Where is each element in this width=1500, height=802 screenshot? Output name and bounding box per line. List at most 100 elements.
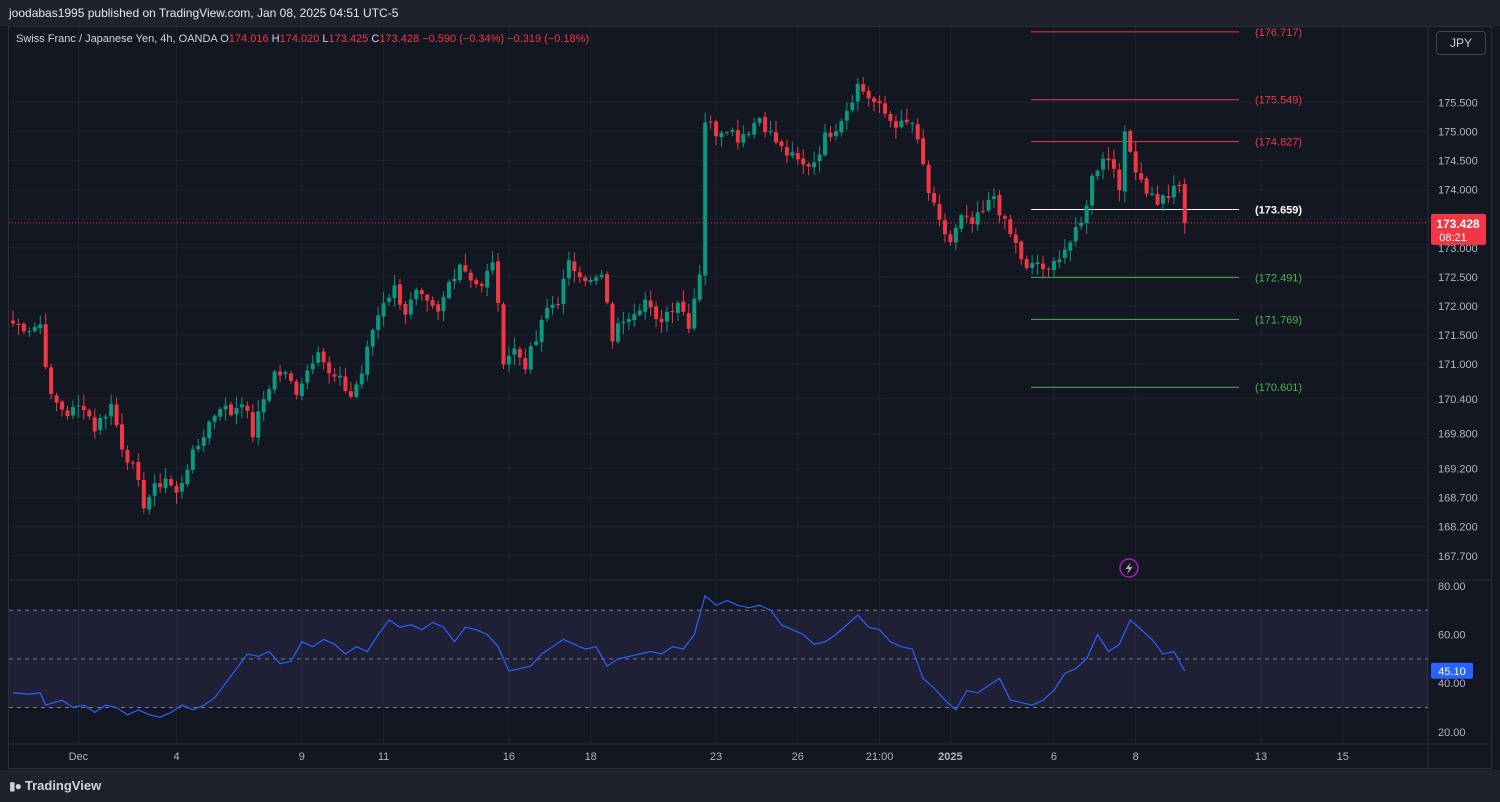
candle-body	[605, 274, 610, 303]
candle	[855, 77, 860, 112]
candle	[746, 131, 751, 138]
candle-body	[506, 355, 511, 365]
candle-body	[114, 404, 119, 426]
candle	[11, 310, 15, 327]
candle	[605, 271, 610, 305]
candle	[321, 347, 326, 370]
candle	[899, 109, 904, 129]
candle	[408, 292, 413, 320]
candle-body	[932, 193, 937, 203]
candle-body	[757, 118, 762, 123]
candle-body	[654, 306, 659, 319]
candle-body	[921, 138, 926, 165]
currency-button[interactable]: JPY	[1436, 31, 1486, 55]
candle	[223, 397, 228, 421]
candle	[1013, 227, 1018, 254]
candle-body	[60, 401, 65, 410]
lightning-icon-ring	[1119, 558, 1139, 578]
candle	[959, 213, 964, 233]
candle-body	[1166, 196, 1171, 198]
candle	[430, 296, 435, 310]
candle-body	[1171, 185, 1176, 198]
candle	[768, 120, 773, 136]
candle-body	[321, 351, 326, 363]
time-tick-label: 26	[792, 751, 804, 763]
candle	[1024, 255, 1029, 271]
candle-body	[686, 313, 691, 329]
close-label: C	[371, 33, 380, 45]
high-label: H	[271, 33, 280, 45]
candle	[190, 444, 195, 474]
candle	[185, 463, 190, 488]
level-label: (171.769)	[1255, 314, 1302, 326]
candle	[812, 151, 817, 175]
candle-body	[359, 373, 364, 385]
candle	[904, 108, 909, 126]
time-tick-label: 13	[1255, 751, 1267, 763]
candle	[343, 367, 348, 394]
candle-body	[218, 409, 223, 417]
candle-body	[1002, 216, 1007, 219]
candle	[594, 274, 599, 286]
candle	[801, 149, 806, 175]
candle	[648, 291, 653, 317]
high-value: 174.020	[279, 33, 320, 45]
candle	[158, 473, 163, 493]
tradingview-logo[interactable]: ▮● TradingView	[9, 778, 101, 793]
candle	[1046, 267, 1051, 277]
candle-body	[1046, 268, 1051, 270]
candle	[338, 366, 342, 386]
level-label: (174.827)	[1255, 137, 1302, 149]
candle-body	[774, 132, 778, 143]
candle	[365, 340, 370, 381]
footer-bar	[0, 770, 1500, 802]
lightning-icon-bolt	[1125, 562, 1133, 575]
candle-body	[1084, 205, 1089, 224]
lightning-icon[interactable]	[1119, 558, 1139, 578]
level-label: (176.717)	[1255, 27, 1302, 39]
candle-body	[621, 321, 626, 324]
candle	[937, 194, 942, 226]
candle	[839, 118, 844, 137]
candle-body	[141, 479, 146, 509]
candle-body	[724, 132, 729, 134]
candle-body	[327, 362, 332, 374]
time-axis[interactable]: Dec 4 9 11 16 18 23 26 21:00 2025 6 8 13 15	[69, 751, 1349, 763]
candle	[92, 408, 97, 439]
candle	[234, 396, 239, 425]
candle-body	[877, 100, 882, 104]
candle	[757, 116, 762, 127]
candle	[926, 160, 931, 201]
candle-body	[92, 417, 97, 432]
candle	[1002, 214, 1007, 229]
fib-levels: (176.717) (175.549) (174.827) (173.659) (172…	[1031, 27, 1302, 394]
candle	[1139, 162, 1144, 184]
candle-body	[708, 121, 713, 123]
candle	[1062, 239, 1067, 264]
candle	[447, 279, 451, 300]
candle	[256, 400, 261, 446]
candle	[152, 474, 157, 507]
candle	[310, 355, 315, 375]
time-tick-label: 6	[1051, 751, 1057, 763]
price-axis[interactable]: 175.500175.000174.500174.000173.500173.0…	[1438, 98, 1478, 739]
candle-body	[343, 376, 348, 391]
candle-body	[496, 261, 501, 303]
candle-body	[730, 130, 735, 132]
candle-body	[11, 320, 15, 324]
candle-body	[615, 323, 620, 342]
candle-body	[763, 116, 768, 133]
candle	[381, 291, 386, 327]
symbol-title[interactable]: Swiss Franc / Japanese Yen, 4h, OANDA	[16, 33, 218, 45]
candle-body	[267, 389, 272, 401]
candle-body	[392, 285, 397, 298]
candle	[397, 278, 402, 310]
candle-body	[735, 130, 740, 143]
candle	[583, 274, 588, 287]
candle-body	[1122, 131, 1127, 192]
candle-body	[452, 278, 457, 282]
candle	[888, 110, 893, 128]
time-tick-label: 23	[710, 751, 722, 763]
candle-body	[692, 299, 697, 329]
